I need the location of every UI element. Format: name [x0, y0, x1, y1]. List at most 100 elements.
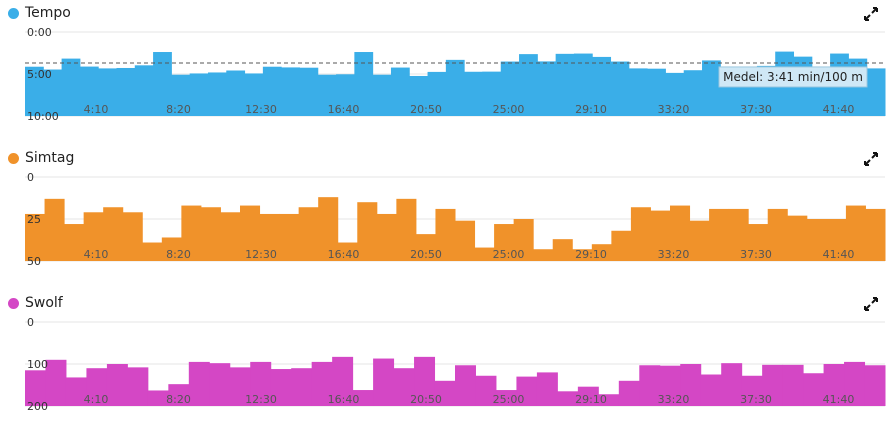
swolf-chart: 0 100 200 4:10 8:20 12:30 16:40 20:50 25:00 29:10… — [25, 316, 886, 413]
x-tick-label: 4:10 — [84, 248, 109, 261]
bar — [337, 242, 358, 261]
bar — [134, 65, 154, 116]
legend-simtag[interactable]: Simtag — [8, 150, 74, 166]
x-tick-label: 12:30 — [245, 103, 277, 116]
x-tick-label: 41:40 — [823, 103, 855, 116]
bar — [317, 74, 337, 116]
panel-simtag: Simtag 0 25 50 4:10 8:20 12:30 16:40 20:50 25:00… — [0, 145, 896, 270]
bar — [171, 74, 191, 116]
bar — [65, 377, 87, 406]
bar — [86, 368, 108, 406]
bar — [220, 212, 241, 261]
bar — [552, 239, 573, 261]
bar — [618, 380, 640, 406]
bar — [79, 66, 99, 116]
y-tick-label: 100 — [27, 358, 48, 371]
bar — [396, 198, 417, 261]
bar — [25, 66, 44, 116]
average-label-box — [718, 66, 868, 88]
expand-arrows-icon[interactable] — [864, 297, 878, 311]
bar — [318, 197, 339, 261]
y-tick-label: 0:00 — [27, 26, 52, 39]
bar — [475, 375, 497, 406]
bar — [434, 380, 456, 406]
bar — [494, 224, 515, 261]
x-tick-label: 16:40 — [328, 393, 360, 406]
expand-arrows-icon[interactable] — [864, 7, 878, 21]
bar — [787, 215, 808, 261]
bar — [495, 390, 517, 406]
legend-swolf[interactable]: Swolf — [8, 295, 63, 311]
simtag-chart: 0 25 50 4:10 8:20 12:30 16:40 20:50 25:00 29:10 33… — [25, 171, 886, 268]
x-tick-label: 29:10 — [575, 393, 607, 406]
panel-tempo: Tempo 0:00 5:00 10:00 4:10 8:20 12:30 16:40 20:… — [0, 0, 896, 125]
bar — [98, 68, 117, 116]
x-tick-label: 37:30 — [740, 103, 772, 116]
expand-arrows-icon[interactable] — [864, 152, 878, 166]
legend-dot-swolf — [8, 297, 19, 309]
x-tick-label: 25:00 — [493, 248, 525, 261]
x-tick-label: 20:50 — [410, 248, 442, 261]
bar — [259, 213, 280, 261]
x-tick-label: 37:30 — [740, 248, 772, 261]
bar — [537, 61, 557, 116]
x-tick-label: 8:20 — [166, 248, 191, 261]
bar — [207, 72, 227, 116]
bar — [806, 219, 827, 261]
bar — [516, 376, 538, 406]
bar — [803, 373, 825, 406]
bar — [25, 370, 46, 406]
bar — [376, 213, 397, 261]
bar — [659, 365, 681, 406]
x-tick-label: 20:50 — [410, 103, 442, 116]
x-tick-label: 33:20 — [658, 103, 690, 116]
bar — [577, 386, 599, 406]
bar — [670, 205, 691, 261]
bar — [409, 75, 429, 116]
bar — [709, 208, 730, 261]
bar — [650, 210, 671, 261]
bar — [610, 61, 630, 116]
x-tick-label: 41:40 — [823, 393, 855, 406]
x-tick-label: 20:50 — [410, 393, 442, 406]
bar — [279, 213, 300, 261]
bar — [702, 60, 721, 116]
y-tick-label: 200 — [27, 400, 48, 413]
bar — [332, 356, 354, 406]
bar — [555, 53, 575, 116]
bar — [161, 237, 182, 261]
x-tick-label: 12:30 — [245, 393, 277, 406]
x-tick-label: 8:20 — [166, 393, 191, 406]
x-tick-label: 33:20 — [658, 248, 690, 261]
bar — [845, 205, 866, 261]
tempo-chart: 0:00 5:00 10:00 4:10 8:20 12:30 16:40 20:50 25:0… — [25, 26, 886, 123]
bar — [844, 361, 866, 406]
y-tick-label: 0 — [27, 171, 34, 184]
bar — [464, 71, 483, 116]
bar — [455, 220, 476, 261]
x-tick-label: 8:20 — [166, 103, 191, 116]
bar — [557, 391, 579, 406]
y-tick-label: 10:00 — [27, 110, 59, 123]
bar — [311, 361, 333, 406]
bar — [591, 244, 612, 261]
bar — [748, 224, 769, 261]
bar — [647, 68, 666, 116]
legend-dot-simtag — [8, 152, 19, 164]
bar — [390, 67, 410, 116]
bar — [168, 384, 190, 406]
bar — [665, 72, 685, 116]
bar — [572, 249, 593, 261]
bar — [455, 365, 476, 406]
bar — [127, 367, 149, 406]
bar — [106, 364, 128, 406]
legend-tempo[interactable]: Tempo — [8, 5, 71, 21]
x-tick-label: 4:10 — [84, 103, 109, 116]
bar — [762, 364, 784, 406]
bar — [270, 369, 292, 406]
bar — [573, 53, 593, 116]
bar — [352, 390, 374, 406]
bar — [628, 68, 648, 116]
legend-label-tempo: Tempo — [25, 5, 71, 21]
legend-label-simtag: Simtag — [25, 150, 75, 166]
